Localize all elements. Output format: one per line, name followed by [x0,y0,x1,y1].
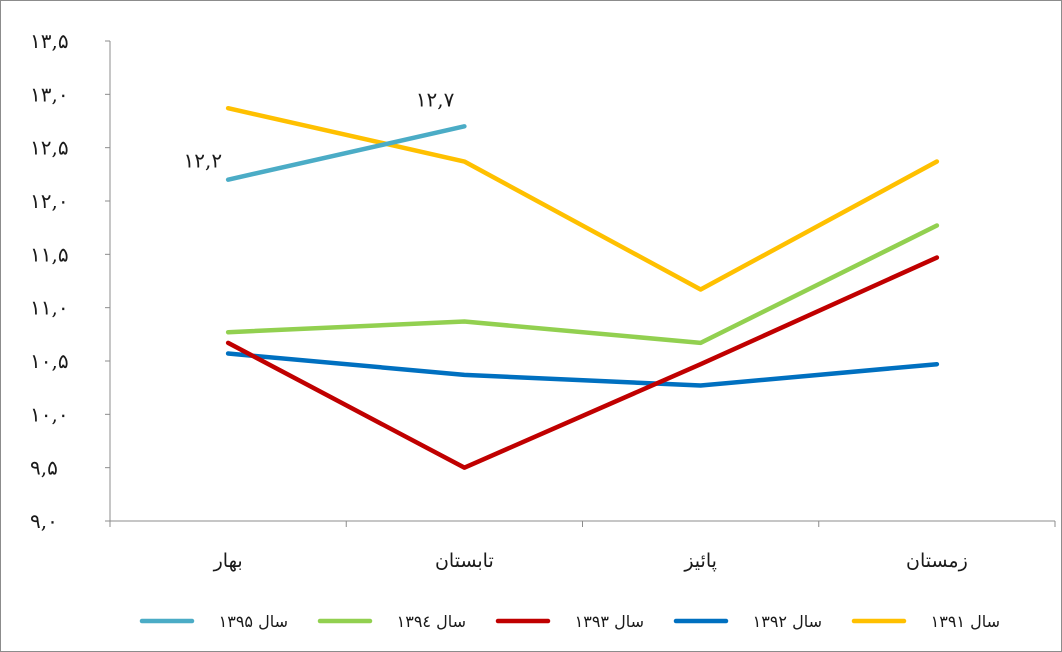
data-label: ۱۲,۲ [184,149,223,173]
legend: سال ۱۳۹۱ سال ۱۳۹۲ سال ۱۳۹۳ سال ۱۳۹٤ سال ۱۳۹۵ [139,612,1000,631]
y-tick-label: ۱۰,۵ [30,349,69,373]
x-tick-label: زمستان [906,550,968,572]
x-tick-label: پائیز [683,550,717,572]
labels-layer: ۱۲,۲ ۱۲,۷ [184,87,455,172]
x-tick-label: تابستان [435,550,494,572]
series-line-2 [225,255,940,470]
legend-label: سال ۱۳۹۱ [931,612,1000,631]
legend-label: سال ۱۳۹۵ [219,612,288,631]
x-tick-label: بهار [213,550,243,572]
data-label: ۱۲,۷ [416,87,455,111]
y-tick-label: ۱۱,۰ [30,296,69,320]
series-line-0 [225,105,940,292]
y-tick-label: ۹,۰ [30,509,58,533]
legend-label: سال ۱۳۹٤ [397,612,466,631]
y-tick-label: ۱۲,۵ [30,136,69,160]
y-tick-label: ۱۱,۵ [30,242,69,266]
y-tick-label: ۱۰,۰ [30,402,69,426]
legend-label: سال ۱۳۹۲ [753,612,822,631]
axes: ۹,۰ ۹,۵ ۱۰,۰ ۱۰,۵ ۱۱,۰ ۱۱,۵ ۱۲,۰ ۱۲,۵ ۱۳,۰ ۱۳,۵ به… [30,29,1056,572]
series-line-1 [225,351,940,388]
series-line-3 [225,223,940,346]
series-layer [225,105,940,470]
legend-label: سال ۱۳۹۳ [575,612,644,631]
series-line-4 [225,124,467,182]
y-tick-label: ۱۲,۰ [30,189,69,213]
y-tick-label: ۹,۵ [30,456,58,480]
y-tick-label: ۱۳,۵ [30,29,69,53]
y-tick-label: ۱۳,۰ [30,82,69,106]
